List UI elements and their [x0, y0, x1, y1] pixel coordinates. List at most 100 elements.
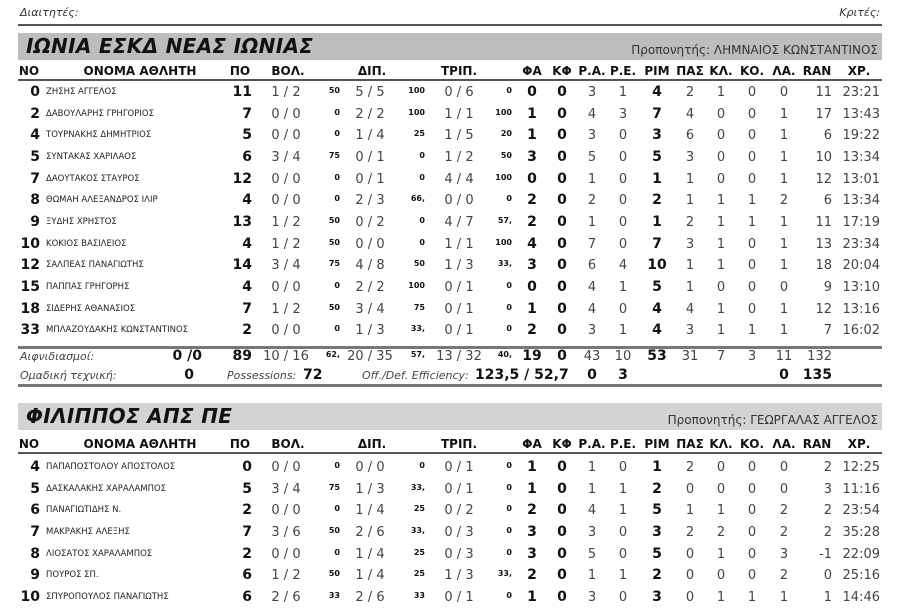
player-name: ΣΑΛΠΕΑΣ ΠΑΝΑΓΙΩΤΗΣ [46, 260, 144, 271]
rating: 3 [823, 481, 832, 497]
number: 4 [30, 127, 40, 144]
judges-label: Κριτές: [839, 6, 880, 19]
player-row: 8 ΛΙΟΣΑΤΟΣ ΧΑΡΑΛΑΜΠΟΣ 2 0 / 0 0 1 / 4 25 0 / 3 0… [0, 544, 900, 565]
fastbreak-label: Αιφνιδιασμοί: [20, 350, 95, 363]
column-header-blocks: ΚΟ. [739, 437, 765, 451]
divider [18, 24, 882, 26]
reb: 3 [652, 523, 662, 540]
ft: 0 / 0 [271, 193, 301, 209]
column-header-reb: ΡΙΜ [644, 437, 670, 451]
three-pct: 0 [506, 280, 512, 290]
reb: 5 [652, 502, 662, 519]
def-reb: 4 [587, 279, 597, 295]
number: 2 [30, 105, 40, 122]
points: 6 [242, 567, 252, 584]
ft-pct: 0 [334, 194, 340, 204]
two-pct: 50 [413, 259, 425, 269]
column-header-fa: ΦΑ [522, 437, 542, 451]
points: 13 [232, 213, 252, 230]
team-ran: 135 [802, 367, 832, 383]
def-reb: 2 [587, 193, 597, 209]
column-header-assists: ΠΑΣ [676, 64, 704, 78]
total-off-reb: 10 [614, 349, 632, 364]
column-header-ft: ΒΟΛ. [271, 437, 305, 451]
player-name: ΔΑΒΟΥΛΑΡΗΣ ΓΡΗΓΟΡΙΟΣ [46, 108, 154, 119]
team-tech-label: Ομαδική τεχνική: [20, 369, 117, 382]
total-two-pct: 57, [410, 350, 425, 359]
def-reb: 1 [587, 568, 597, 584]
def-reb: 1 [587, 214, 597, 230]
steals: 0 [716, 171, 726, 187]
off-reb: 1 [618, 481, 628, 497]
points: 7 [242, 105, 252, 122]
def-reb: 3 [587, 323, 597, 339]
minutes: 17:19 [842, 214, 880, 230]
assists: 1 [685, 258, 695, 274]
player-name: ΠΑΝΑΓΙΩΤΙΔΗΣ Ν. [46, 505, 122, 516]
minutes: 13:34 [842, 149, 880, 165]
reb: 4 [652, 84, 662, 100]
two-pt: 0 / 1 [355, 171, 385, 187]
player-name: ΠΟΥΡΟΣ ΣΠ. [46, 570, 99, 581]
steals: 1 [716, 258, 726, 274]
total-blocks: 3 [747, 349, 757, 364]
fa: 3 [527, 545, 537, 562]
number: 8 [30, 545, 40, 562]
two-pct: 100 [408, 107, 425, 117]
reb: 5 [652, 278, 662, 295]
assists: 6 [685, 128, 695, 144]
reb: 7 [652, 235, 662, 252]
three-pct: 33, [497, 259, 512, 269]
number: 0 [30, 84, 40, 100]
total-assists: 31 [681, 349, 699, 364]
team-ra: 0 [587, 367, 597, 383]
minutes: 23:34 [842, 236, 880, 252]
off-reb: 0 [618, 460, 628, 475]
two-pt: 0 / 0 [355, 236, 385, 252]
column-header-player-name: ΟΝΟΜΑ ΑΘΛΗΤΗ [83, 437, 197, 451]
three-pct: 0 [506, 302, 512, 312]
def-reb: 4 [587, 301, 597, 317]
number: 8 [30, 192, 40, 209]
ft: 1 / 2 [271, 85, 301, 100]
steals: 0 [716, 460, 726, 475]
possessions-value: 72 [303, 367, 323, 383]
steals: 2 [716, 524, 726, 540]
number: 6 [30, 502, 40, 519]
minutes: 35:28 [842, 524, 880, 540]
points: 4 [242, 278, 252, 295]
def-reb: 3 [587, 85, 597, 100]
ft: 3 / 6 [271, 524, 301, 540]
number: 4 [30, 459, 40, 475]
rating: 11 [815, 214, 832, 230]
turnovers: 1 [779, 128, 789, 144]
assists: 4 [685, 106, 695, 122]
three-pt: 0 / 1 [444, 301, 474, 317]
off-reb: 0 [618, 236, 628, 252]
ft-pct: 75 [328, 482, 340, 492]
column-header-reb: ΡΙΜ [644, 64, 670, 78]
kf: 0 [557, 459, 567, 475]
ft: 0 / 0 [271, 460, 301, 475]
two-pct: 25 [413, 129, 425, 139]
ft: 3 / 4 [271, 258, 301, 274]
reb: 1 [652, 459, 662, 475]
number: 12 [20, 257, 40, 274]
off-reb: 0 [618, 214, 628, 230]
points: 5 [242, 127, 252, 144]
two-pt: 1 / 4 [355, 546, 385, 562]
three-pct: 50 [500, 150, 512, 160]
ft: 3 / 4 [271, 149, 301, 165]
total-rating: 132 [807, 349, 832, 364]
ft-pct: 0 [334, 324, 340, 334]
coach-name: Προπονητής: ΓΕΩΡΓΑΛΑΣ ΑΓΓΕΛΟΣ [667, 413, 878, 427]
blocks: 0 [747, 149, 757, 165]
blocks: 0 [747, 524, 757, 540]
ft-pct: 50 [328, 215, 340, 225]
rating: 9 [823, 279, 832, 295]
turnovers: 0 [779, 481, 789, 497]
off-reb: 1 [618, 503, 628, 519]
minutes: 13:10 [842, 279, 880, 295]
player-name: ΖΗΣΗΣ ΑΓΓΕΛΟΣ [46, 87, 117, 97]
